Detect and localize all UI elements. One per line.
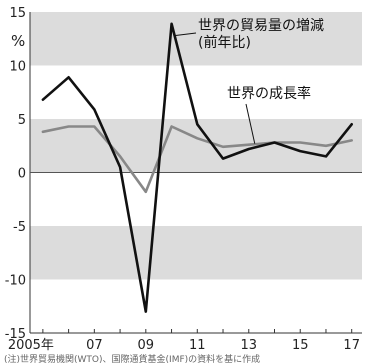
y-tick-label: 10	[9, 60, 26, 75]
series-lines	[41, 22, 354, 313]
series-line	[41, 22, 354, 313]
footer-note: (注)世界貿易機関(WTO)、国際通貨基金(IMF)の資料を基に作成	[4, 355, 261, 363]
y-tick-label: -15	[5, 327, 26, 342]
leader-growth	[245, 103, 256, 144]
annotation-leaders	[175, 32, 256, 144]
y-tick-label: -10	[5, 274, 26, 289]
series-annotations: 世界の貿易量の増減(前年比) 世界の成長率	[198, 17, 324, 102]
x-tick-label: 09	[138, 338, 155, 353]
x-tick-label: 11	[189, 338, 206, 353]
y-tick-label: -5	[13, 220, 26, 235]
x-tick-label: 07	[86, 338, 103, 353]
series-annotation: (前年比)	[198, 34, 251, 51]
x-tick-label: 15	[292, 338, 309, 353]
y-axis-ticks: 15 10 5 0 -5 -10 -15	[5, 6, 26, 342]
y-tick-label: 5	[18, 113, 26, 128]
band	[30, 119, 362, 173]
series-annotation: 世界の成長率	[227, 85, 311, 102]
x-tick-label: 2005年	[8, 338, 54, 353]
y-tick-label: 15	[9, 6, 26, 21]
series-annotation: 世界の貿易量の増減	[198, 17, 324, 34]
x-tick-label: 13	[240, 338, 257, 353]
y-unit-label: %	[11, 32, 25, 50]
background-bands	[30, 12, 362, 280]
reference-lines	[29, 12, 362, 334]
x-axis-ticks: 2005年 07 09 11 13 15 17	[8, 338, 360, 353]
band	[30, 12, 362, 66]
band	[30, 226, 362, 280]
series-line	[41, 125, 354, 194]
y-tick-label: 0	[18, 167, 26, 182]
x-tick-label: 17	[343, 338, 360, 353]
leader-trade	[175, 32, 197, 37]
